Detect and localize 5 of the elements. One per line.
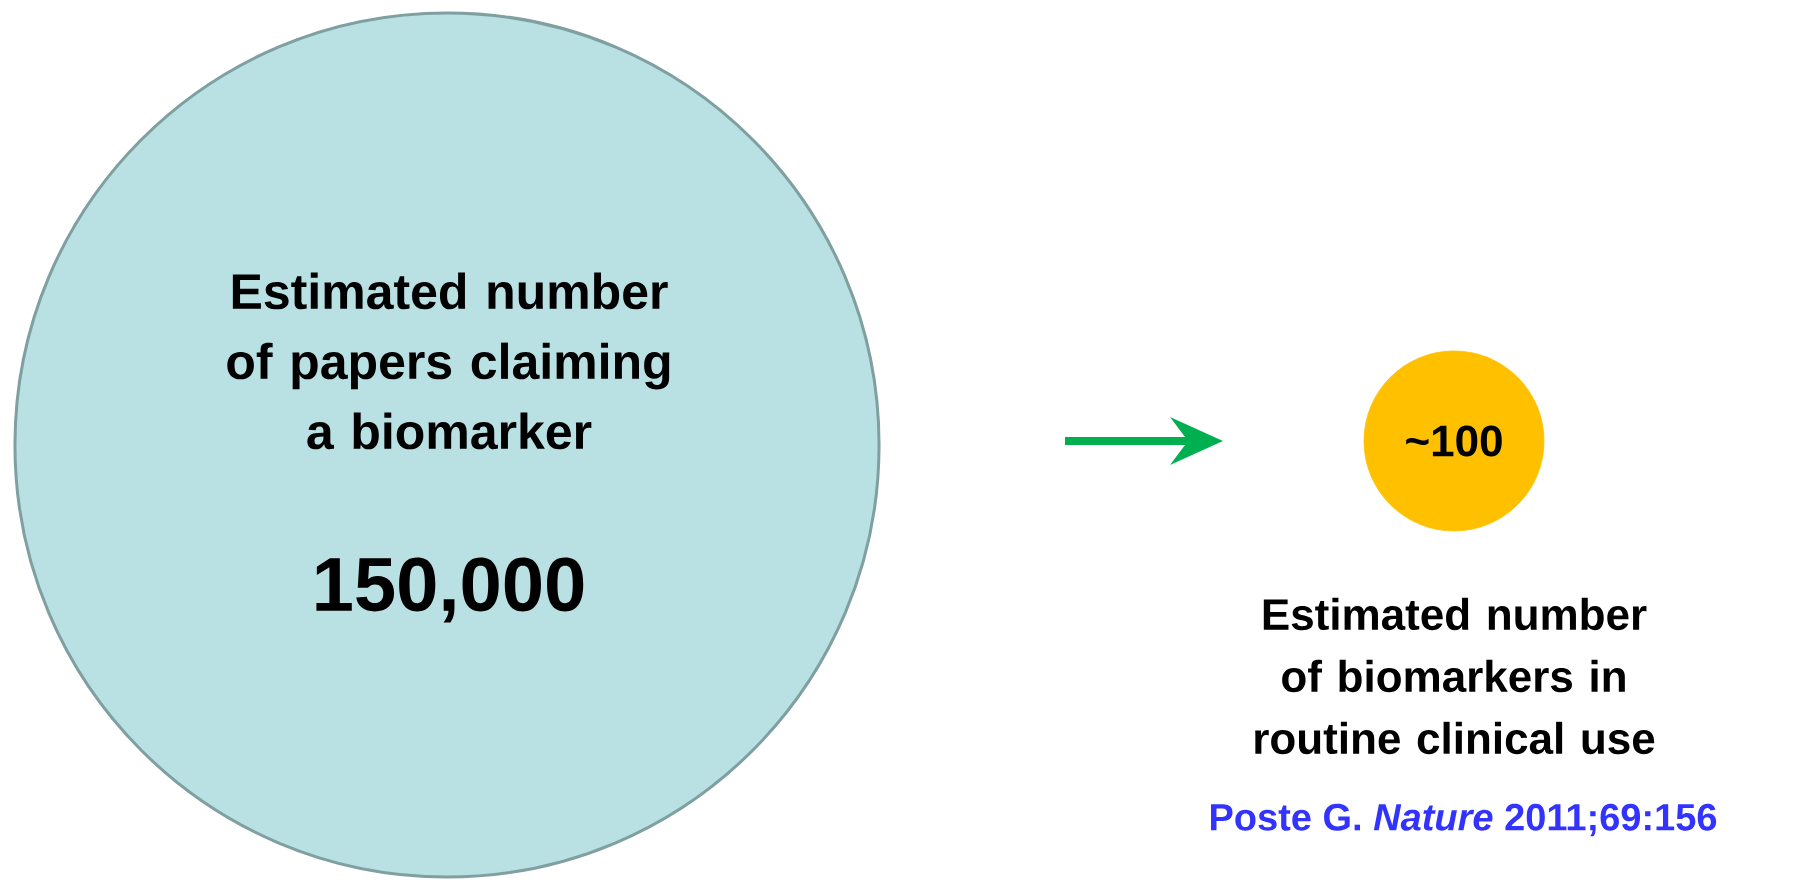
data-label: ~100: [1406, 425, 1502, 457]
category-label: Estimated number of papers claiming a biomarker: [227, 272, 670, 450]
category-label: Estimated number of biomarkers in routine clinical use: [1255, 597, 1655, 755]
data-label: 150,000: [316, 557, 584, 623]
text: Poste G. Nature 2011;69:156: [1211, 803, 1717, 837]
